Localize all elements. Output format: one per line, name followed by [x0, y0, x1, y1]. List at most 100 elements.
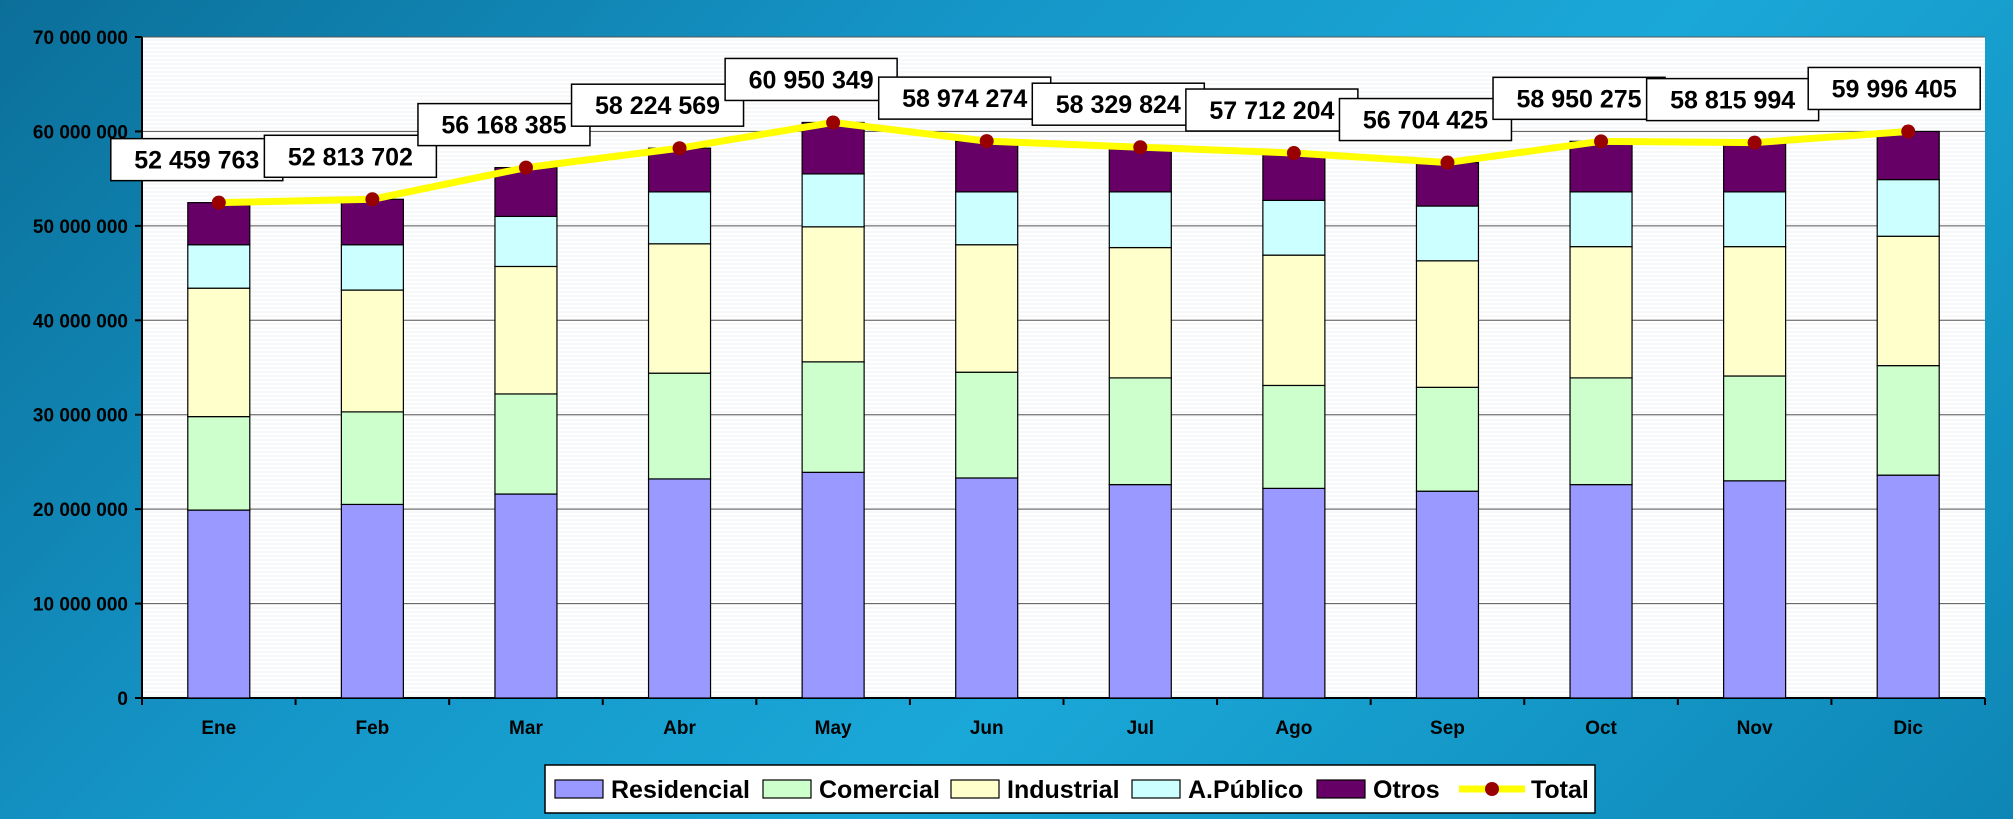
legend-swatch — [950, 779, 1000, 799]
legend-label: Industrial — [1007, 776, 1120, 804]
bar-segment — [1569, 483, 1633, 699]
total-point — [365, 192, 380, 207]
bar-segment — [955, 477, 1019, 699]
x-tick-label: Mar — [509, 718, 543, 739]
y-tick-label: 10 000 000 — [33, 595, 128, 616]
bar-segment — [1723, 142, 1787, 193]
bar-segment — [187, 416, 251, 511]
x-tick-label: Nov — [1737, 718, 1773, 739]
bar-segment — [1876, 130, 1940, 181]
bar-segment — [1569, 246, 1633, 379]
legend-swatch — [762, 779, 812, 799]
bar-segment — [801, 121, 865, 175]
x-tick-label: Abr — [663, 718, 696, 739]
bar-segment — [1569, 140, 1633, 193]
bar-segment — [494, 215, 558, 268]
bar-segment — [1723, 480, 1787, 699]
bar-segment — [1262, 152, 1326, 201]
x-tick-label: Dic — [1893, 718, 1923, 739]
data-label-box — [724, 57, 898, 102]
data-label-box — [570, 83, 745, 127]
data-label: 58 950 275 — [1516, 85, 1641, 113]
bar-segment — [1569, 191, 1633, 248]
total-point — [518, 160, 533, 175]
data-label: 57 712 204 — [1209, 97, 1334, 125]
bar-segment — [340, 198, 404, 246]
bar-segment — [1415, 161, 1480, 207]
bar-segment — [1108, 483, 1172, 699]
bar-segment — [1876, 365, 1940, 476]
bar-segment — [1723, 375, 1787, 482]
legend-swatch — [554, 779, 604, 799]
bar-segment — [1262, 384, 1326, 489]
data-label: 52 459 763 — [134, 147, 259, 175]
bar-segment — [187, 509, 251, 699]
legend-swatch — [1131, 779, 1181, 799]
y-tick-label: 30 000 000 — [33, 406, 128, 427]
total-point — [1747, 135, 1762, 150]
data-label: 58 815 994 — [1670, 87, 1795, 115]
bar-segment — [647, 478, 712, 699]
bar-segment — [1262, 254, 1326, 387]
x-tick-label: Oct — [1585, 718, 1617, 739]
bar-segment — [1876, 474, 1940, 699]
bar-segment — [1108, 377, 1172, 486]
bar-segment — [955, 191, 1019, 246]
bar-segment — [1723, 246, 1787, 377]
legend-box — [544, 764, 1596, 814]
bar-segment — [340, 503, 404, 699]
legend-label: Otros — [1373, 776, 1440, 804]
total-point — [1901, 124, 1916, 139]
bar-segment — [1723, 191, 1787, 248]
bar-segment — [955, 244, 1019, 373]
legend-label: A.Público — [1188, 776, 1303, 804]
total-point — [979, 134, 994, 149]
bar-segment — [801, 173, 865, 228]
bar-segment — [1415, 260, 1480, 388]
bar-segment — [955, 371, 1019, 479]
y-tick-label: 40 000 000 — [33, 311, 128, 332]
bar-segment — [1108, 146, 1172, 193]
legend-line-marker — [1485, 782, 1499, 796]
legend-label: Total — [1531, 776, 1589, 804]
data-label-box — [1338, 97, 1513, 142]
bar-segment — [1569, 377, 1633, 486]
y-tick-label: 60 000 000 — [33, 122, 128, 143]
x-tick-label: Feb — [355, 718, 389, 739]
data-label: 58 974 274 — [902, 85, 1027, 113]
x-tick-label: Ago — [1275, 718, 1312, 739]
data-label: 52 813 702 — [288, 143, 413, 171]
legend-label: Residencial — [611, 776, 750, 804]
bar-segment — [494, 493, 558, 699]
y-tick-label: 20 000 000 — [33, 500, 128, 521]
data-label: 58 329 824 — [1056, 91, 1181, 119]
x-tick-label: Sep — [1430, 718, 1465, 739]
data-label: 56 704 425 — [1363, 107, 1488, 135]
bar-segment — [494, 167, 558, 218]
bar-segment — [1108, 246, 1172, 379]
bar-segment — [1876, 235, 1940, 367]
legend-label: Comercial — [819, 776, 940, 804]
bar-segment — [1876, 178, 1940, 237]
total-point — [1594, 134, 1609, 149]
data-label-box — [417, 102, 591, 147]
x-tick-label: Ene — [201, 718, 236, 739]
bar-segment — [1415, 386, 1480, 492]
bar-segment — [647, 147, 712, 193]
data-label: 56 168 385 — [441, 112, 566, 140]
bar-segment — [955, 140, 1019, 193]
bar-segment — [647, 191, 712, 245]
legend-swatch — [1316, 779, 1366, 799]
bar-segment — [187, 287, 251, 418]
total-point — [826, 115, 841, 130]
bar-segment — [340, 411, 404, 506]
data-label-box — [110, 137, 284, 182]
bar-segment — [187, 202, 251, 246]
y-tick-label: 70 000 000 — [33, 28, 128, 49]
bar-segment — [801, 226, 865, 363]
total-line — [218, 118, 1909, 207]
bar-segment — [801, 361, 865, 473]
y-tick-label: 0 — [117, 689, 128, 710]
